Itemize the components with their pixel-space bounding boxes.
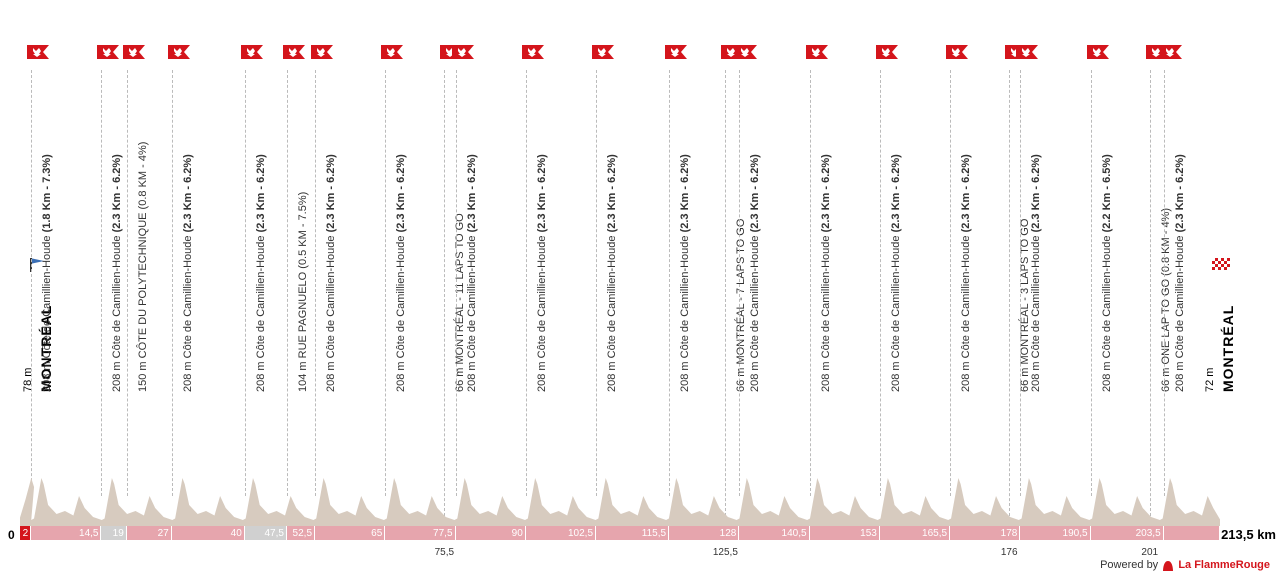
climb-guide-line (1091, 70, 1092, 496)
climb-label: 208 m Côte de Camillien-Houde (2.3 Km - … (395, 72, 407, 392)
km-segment: 77,5 (385, 526, 455, 540)
climb-guide-line (526, 70, 527, 496)
climb-flag-icon (241, 45, 267, 65)
km-zero-label: 0 (8, 528, 15, 542)
climb-guide-line (596, 70, 597, 496)
km-segment: 2 (20, 526, 31, 540)
km-segment: 178 (950, 526, 1020, 540)
climb-guide-line (315, 70, 316, 496)
climb-label: 104 m RUE PAGNUELO (0.5 KM - 7.5%) (297, 72, 309, 392)
climb-label: 208 m Côte de Camillien-Houde (2.3 Km - … (820, 72, 832, 392)
climb-label: 208 m Côte de Camillien-Houde (2.3 Km - … (890, 72, 902, 392)
climb-guide-line (725, 70, 726, 516)
climb-flag-icon (381, 45, 407, 65)
climb-flag-icon (946, 45, 972, 65)
climb-flag-icon (522, 45, 548, 65)
climb-flag-icon (876, 45, 902, 65)
km-segment: 40 (172, 526, 245, 540)
climb-guide-line (31, 70, 32, 496)
climb-guide-line (1150, 70, 1151, 516)
climb-flag-icon (1016, 45, 1042, 65)
lap-km-label: 201 (1141, 547, 1158, 558)
climb-guide-line (456, 70, 457, 496)
lap-km-label: 125,5 (713, 547, 738, 558)
finish-flag-icon (1212, 258, 1230, 277)
km-segment: 19 (101, 526, 126, 540)
climb-label: 208 m Côte de Camillien-Houde (2.3 Km - … (1030, 72, 1042, 392)
climb-label: 208 m Côte de Camillien-Houde (1.8 Km - … (41, 72, 53, 392)
climb-flag-icon (27, 45, 53, 65)
climb-guide-line (287, 70, 288, 496)
km-segment: 115,5 (596, 526, 669, 540)
climb-guide-line (1164, 70, 1165, 496)
climb-flag-icon (1160, 45, 1186, 65)
km-segment: 27 (127, 526, 172, 540)
climb-guide-line (444, 70, 445, 516)
climb-label: 208 m Côte de Camillien-Houde (2.3 Km - … (960, 72, 972, 392)
climb-label: 208 m Côte de Camillien-Houde (2.3 Km - … (325, 72, 337, 392)
climb-flag-icon (97, 45, 123, 65)
credit-line: Powered by La FlammeRouge (1100, 558, 1270, 572)
climb-guide-line (669, 70, 670, 496)
climb-flag-icon (123, 45, 149, 65)
km-segment: 14,5 (31, 526, 101, 540)
climb-label: 208 m Côte de Camillien-Houde (2.3 Km - … (466, 72, 478, 392)
km-segment (1164, 526, 1220, 540)
climb-guide-line (739, 70, 740, 496)
elevation-profile-chart: 78 m MONTRÉAL 72 m MONTRÉAL 208 m Côte d… (20, 10, 1220, 540)
km-segment: 47,5 (245, 526, 287, 540)
total-distance-label: 213,5 km (1221, 527, 1276, 542)
climb-label: 66 m MONTRÉAL - 7 LAPS TO GO (735, 72, 747, 392)
climb-label: 208 m Côte de Camillien-Houde (2.3 Km - … (606, 72, 618, 392)
km-segment: 140,5 (739, 526, 809, 540)
km-segment: 128 (669, 526, 739, 540)
climb-flag-icon (1087, 45, 1113, 65)
lap-km-label: 176 (1001, 547, 1018, 558)
climb-label: 208 m Côte de Camillien-Houde (2.3 Km - … (182, 72, 194, 392)
lap-km-label: 75,5 (435, 547, 454, 558)
climb-guide-line (385, 70, 386, 496)
climb-guide-line (1020, 70, 1021, 496)
climb-flag-icon (452, 45, 478, 65)
climb-guide-line (1009, 70, 1010, 516)
climb-label: 208 m Côte de Camillien-Houde (2.3 Km - … (111, 72, 123, 392)
climb-label: 208 m Côte de Camillien-Houde (2.2 Km - … (1101, 72, 1113, 392)
climb-label: 150 m CÔTE DU POLYTECHNIQUE (0.8 KM - 4%… (137, 72, 149, 392)
end-city: MONTRÉAL (1220, 305, 1236, 392)
climb-flag-icon (283, 45, 309, 65)
km-segment: 165,5 (880, 526, 950, 540)
climb-flag-icon (311, 45, 337, 65)
climb-guide-line (810, 70, 811, 496)
climb-label: 208 m Côte de Camillien-Houde (2.3 Km - … (749, 72, 761, 392)
climb-label: 208 m Côte de Camillien-Houde (2.3 Km - … (536, 72, 548, 392)
km-segment: 190,5 (1020, 526, 1090, 540)
distance-bar: 214,519274047,552,56577,590102,5115,5128… (20, 526, 1220, 540)
credit-prefix: Powered by (1100, 559, 1158, 571)
climb-label: 208 m Côte de Camillien-Houde (2.3 Km - … (679, 72, 691, 392)
km-segment: 52,5 (287, 526, 315, 540)
km-segment: 90 (456, 526, 526, 540)
climb-flag-icon (665, 45, 691, 65)
climb-label: 66 m ONE LAP TO GO (0.8 KM - 4%) (1160, 72, 1172, 392)
km-segment: 65 (315, 526, 385, 540)
climb-label: 208 m Côte de Camillien-Houde (2.3 Km - … (1174, 72, 1186, 392)
elevation-profile-area (20, 451, 1220, 526)
km-segment: 102,5 (526, 526, 596, 540)
climb-flag-icon (168, 45, 194, 65)
climb-guide-line (880, 70, 881, 496)
credit-brand: La FlammeRouge (1178, 559, 1270, 571)
km-segment: 153 (810, 526, 880, 540)
km-segment: 203,5 (1091, 526, 1164, 540)
climb-guide-line (245, 70, 246, 496)
climb-guide-line (172, 70, 173, 496)
climb-guide-line (950, 70, 951, 496)
end-altitude: 72 m (1204, 368, 1216, 392)
climb-flag-icon (592, 45, 618, 65)
climb-guide-line (101, 70, 102, 496)
climb-flag-icon (735, 45, 761, 65)
climb-label: 208 m Côte de Camillien-Houde (2.3 Km - … (255, 72, 267, 392)
climb-guide-line (127, 70, 128, 496)
climb-flag-icon (806, 45, 832, 65)
